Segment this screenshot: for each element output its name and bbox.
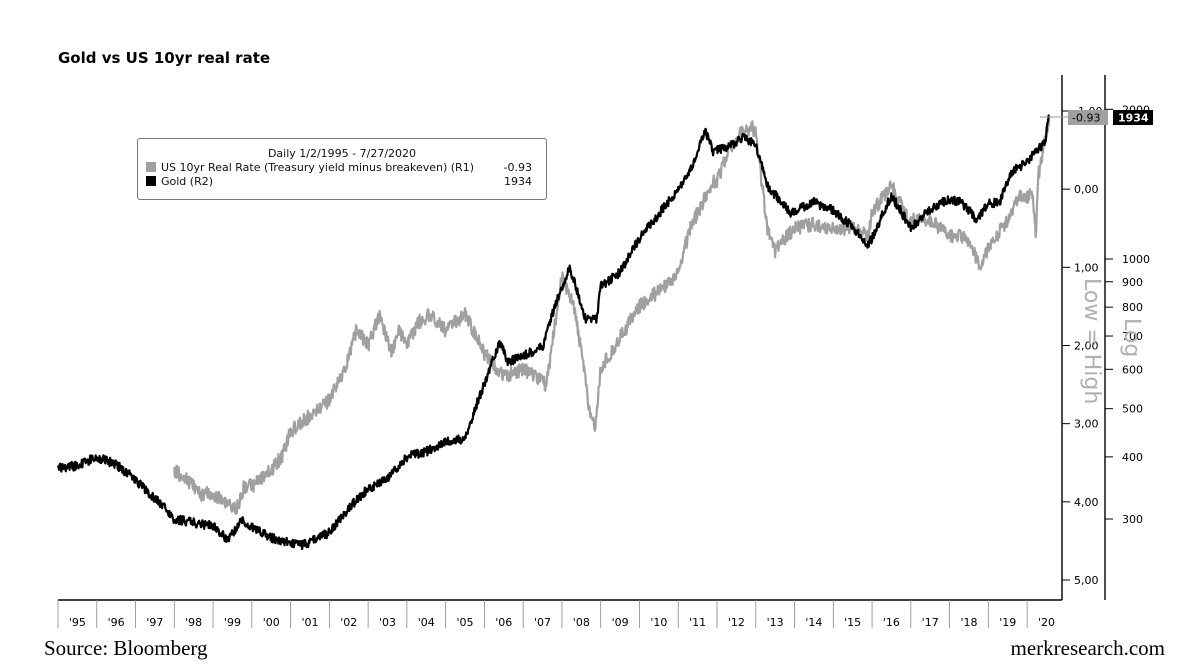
series-real-rate-line <box>173 116 1051 515</box>
legend-label-rate: US 10yr Real Rate (Treasury yield minus … <box>161 160 474 174</box>
r1-tick-label: 0,00 <box>1074 183 1099 196</box>
r2-tick-label: 800 <box>1122 301 1143 314</box>
x-tick-label: '95 <box>69 616 86 629</box>
x-tick-label: '06 <box>495 616 512 629</box>
r1-tick-label: 2,00 <box>1074 340 1099 353</box>
x-tick-label: '03 <box>379 616 396 629</box>
badge-gold: 1934 <box>1118 112 1149 125</box>
x-tick-label: '02 <box>340 616 357 629</box>
source-note: Source: Bloomberg <box>44 636 208 660</box>
x-tick-label: '00 <box>263 616 280 629</box>
annotation-log: Log <box>1119 318 1144 357</box>
x-tick-label: '18 <box>960 616 977 629</box>
badge-gold-box <box>1113 110 1153 125</box>
legend-swatch-rate <box>146 162 156 172</box>
r1-tick-label: 4,00 <box>1074 496 1099 509</box>
r2-tick-label: 1000 <box>1122 253 1150 266</box>
r2-tick-label: 900 <box>1122 276 1143 289</box>
annotation-low-high: Low = High <box>1079 278 1104 404</box>
x-tick-label: '96 <box>108 616 125 629</box>
x-axis-ticks: '95 '96 '97 '98 '99 '00 '01 '02 '03 '04 '05 '06 '07 '… <box>57 600 1055 629</box>
x-tick-label: '11 <box>689 616 706 629</box>
r2-tick-label: 500 <box>1122 403 1143 416</box>
x-tick-label: '16 <box>883 616 900 629</box>
legend-title: Daily 1/2/1995 - 7/27/2020 <box>267 147 417 160</box>
x-tick-label: '99 <box>224 616 241 629</box>
r2-tick-label: 400 <box>1122 451 1143 464</box>
x-tick-label: '12 <box>728 616 745 629</box>
x-tick-label: '08 <box>573 616 590 629</box>
x-tick-label: '17 <box>922 616 939 629</box>
series-gold-line <box>56 114 1051 551</box>
r2-tick-label: 700 <box>1122 330 1143 343</box>
x-tick-label: '97 <box>146 616 163 629</box>
x-tick-label: '20 <box>1038 616 1055 629</box>
badge-rate: -0.93 <box>1072 112 1100 125</box>
badge-rate-box <box>1068 110 1108 125</box>
legend-entry-rate: US 10yr Real Rate (Treasury yield minus … <box>146 160 532 174</box>
legend-label-gold: Gold (R2) <box>161 174 214 188</box>
r2-tick-label: 600 <box>1122 363 1143 376</box>
r1-tick-label: 3,00 <box>1074 418 1099 431</box>
x-tick-label: '04 <box>418 616 435 629</box>
legend: Daily 1/2/1995 - 7/27/2020 US 10yr Real … <box>137 138 547 200</box>
x-tick-label: '98 <box>185 616 202 629</box>
x-tick-label: '14 <box>805 616 822 629</box>
website-note: merkresearch.com <box>1010 636 1166 660</box>
x-tick-label: '19 <box>999 616 1016 629</box>
chart-title: Gold vs US 10yr real rate <box>58 49 271 67</box>
x-tick-label: '01 <box>301 616 318 629</box>
x-tick-label: '15 <box>844 616 861 629</box>
x-tick-label: '07 <box>534 616 551 629</box>
x-tick-label: '10 <box>650 616 667 629</box>
r1-axis-ticks: -1,000,001,002,003,004,005,00 <box>1062 105 1102 587</box>
legend-swatch-gold <box>146 176 156 186</box>
legend-value-gold: 1934 <box>504 174 532 188</box>
x-tick-label: '05 <box>457 616 474 629</box>
x-tick-label: '09 <box>612 616 629 629</box>
legend-entry-gold: Gold (R2) 1934 <box>146 174 532 188</box>
r1-tick-label: 5,00 <box>1074 574 1099 587</box>
legend-value-rate: -0.93 <box>503 160 532 174</box>
x-tick-label: '13 <box>767 616 784 629</box>
series-layer <box>56 114 1051 551</box>
r2-tick-label: 300 <box>1122 513 1143 526</box>
r1-tick-label: 1,00 <box>1074 261 1099 274</box>
